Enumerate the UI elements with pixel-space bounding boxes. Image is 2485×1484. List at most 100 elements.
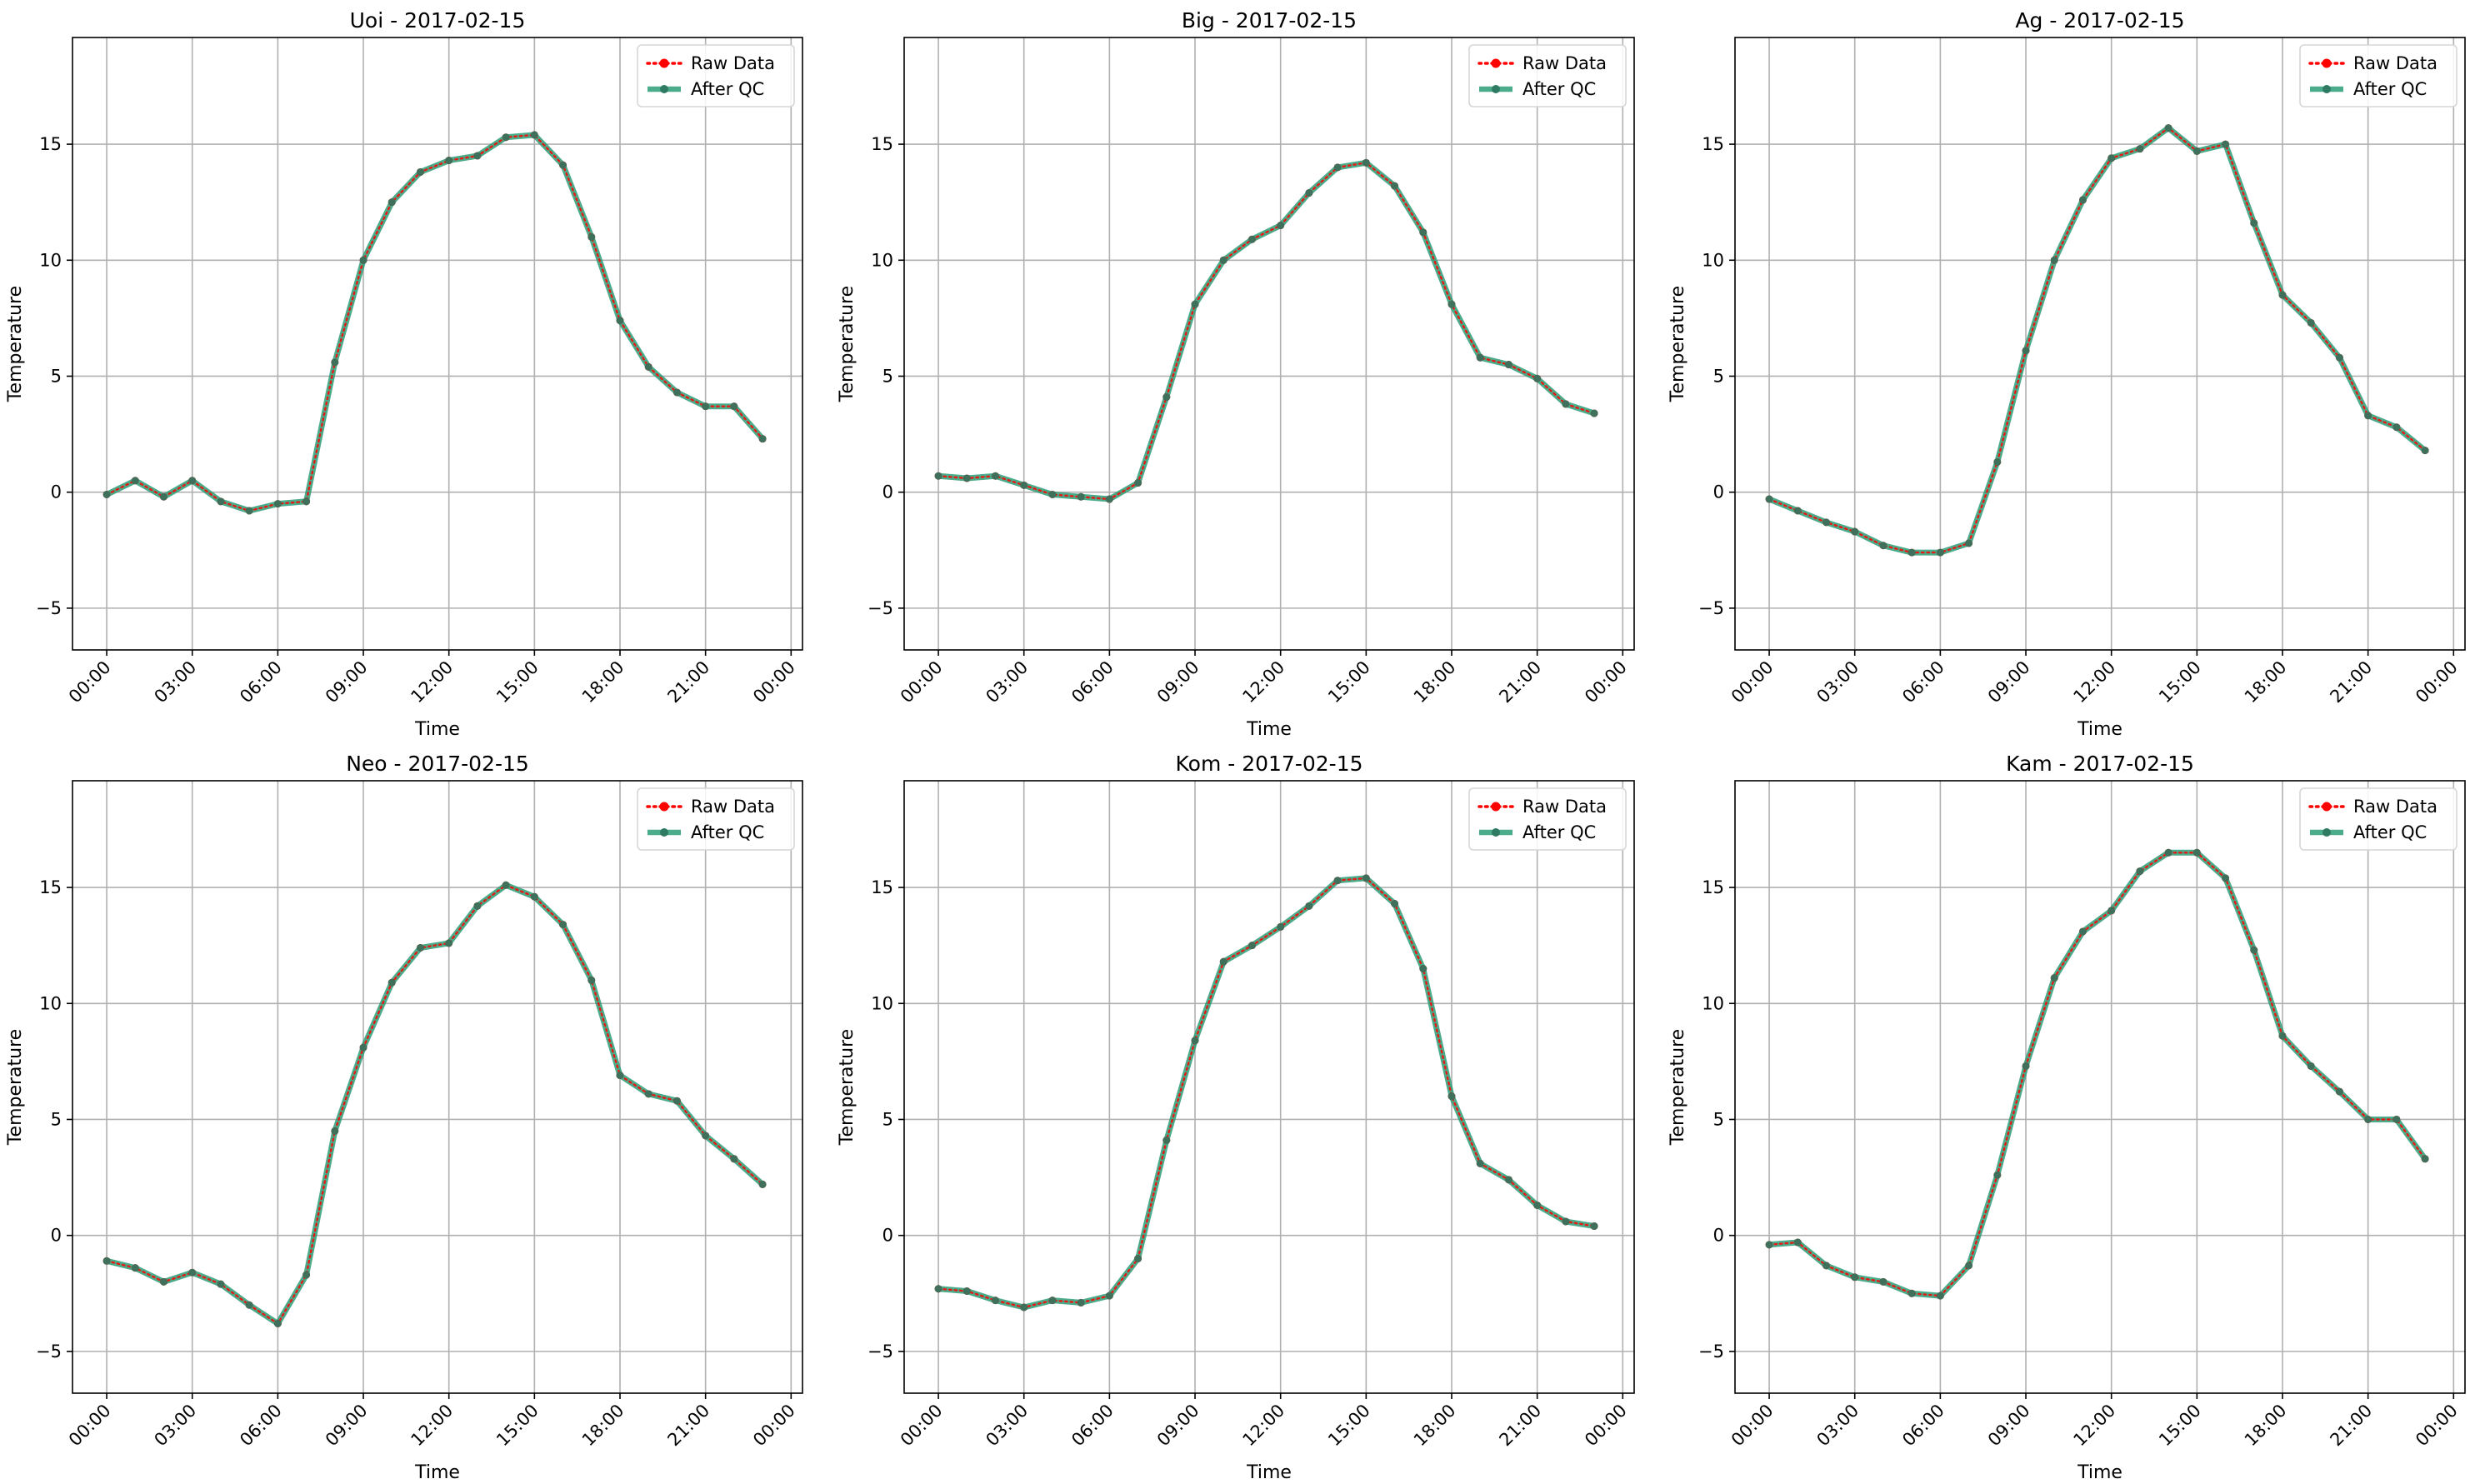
y-tick-label: 0 [882, 1226, 893, 1246]
point-after-qc [1105, 495, 1113, 503]
point-after-qc [217, 1280, 225, 1288]
x-tick-label: 12:00 [2069, 657, 2119, 707]
y-tick-label: −5 [868, 598, 893, 618]
legend: Raw Data After QC [1468, 787, 1627, 851]
x-tick-label: 06:00 [236, 657, 286, 707]
x-tick-label: 09:00 [322, 1401, 372, 1451]
legend-label-raw-data: Raw Data [1522, 797, 1607, 817]
point-after-qc [1590, 1222, 1598, 1231]
point-after-qc [1504, 361, 1512, 369]
legend: Raw Data After QC [2299, 787, 2458, 851]
x-tick-label: 15:00 [2155, 1401, 2205, 1451]
point-after-qc [2078, 927, 2087, 936]
legend-marker-after-qc [660, 85, 668, 93]
point-after-qc [359, 1043, 368, 1052]
point-after-qc [2250, 219, 2258, 227]
legend-label-raw-data: Raw Data [2353, 797, 2438, 817]
point-after-qc [160, 1277, 168, 1286]
x-tick-label: 00:00 [65, 657, 115, 707]
point-after-qc [1419, 965, 1428, 973]
x-tick-label: 03:00 [982, 1401, 1032, 1451]
legend-marker-raw-data [1491, 58, 1501, 68]
x-tick-label: 21:00 [663, 657, 713, 707]
point-after-qc [445, 939, 453, 947]
point-after-qc [672, 1097, 681, 1105]
y-tick-label: 10 [39, 250, 62, 270]
point-after-qc [2364, 1115, 2372, 1123]
point-after-qc [2192, 848, 2201, 857]
point-after-qc [473, 902, 482, 910]
y-tick-label: 0 [51, 1226, 62, 1246]
point-after-qc [2392, 423, 2401, 432]
series-line-after-qc [938, 875, 1595, 1311]
y-tick-label: 5 [1713, 1109, 1724, 1129]
point-after-qc [1191, 1037, 1199, 1045]
x-tick-label: 06:00 [1898, 1401, 1948, 1451]
chart-title: Ag - 2017-02-15 [2015, 8, 2184, 32]
point-after-qc [1533, 374, 1542, 382]
subplot-1: −5 0 5 10 15 00:00 03:00 06:00 09:00 12:00 15:00 18… [837, 8, 1635, 740]
y-tick-label: 10 [39, 993, 62, 1013]
point-after-qc [616, 1072, 624, 1080]
y-tick-label: 15 [39, 134, 62, 154]
y-tick-label: −5 [1698, 598, 1724, 618]
point-after-qc [1765, 1241, 1773, 1249]
series-line-after-qc [106, 882, 765, 1327]
point-after-qc [1134, 479, 1142, 487]
point-after-qc [1936, 1292, 1944, 1300]
x-tick-label: 21:00 [2326, 657, 2376, 707]
x-tick-label: 00:00 [1581, 1401, 1631, 1451]
x-tick-label: 18:00 [578, 1401, 628, 1451]
x-tick-label: 03:00 [150, 1401, 200, 1451]
x-tick-label: 15:00 [492, 657, 542, 707]
series-line-raw-data [937, 877, 1596, 1309]
point-after-qc [588, 232, 596, 241]
axes-frame [903, 37, 1635, 651]
point-after-qc [473, 152, 482, 160]
x-tick-label: 12:00 [407, 657, 457, 707]
point-after-qc [1277, 922, 1285, 931]
point-after-qc [388, 978, 396, 987]
legend-marker-raw-data [2322, 58, 2332, 68]
point-after-qc [1908, 1289, 1916, 1297]
x-tick-label: 03:00 [1812, 657, 1862, 707]
x-tick-label: 12:00 [407, 1401, 457, 1451]
point-after-qc [1134, 1255, 1142, 1263]
point-after-qc [1476, 353, 1484, 362]
x-axis-label: Time [2077, 1462, 2122, 1483]
point-after-qc [962, 474, 971, 482]
y-axis-label: Temperature [5, 286, 26, 402]
point-after-qc [1908, 548, 1916, 557]
x-tick-label: 00:00 [1728, 1401, 1778, 1451]
point-after-qc [1333, 163, 1342, 172]
y-tick-label: 15 [871, 134, 893, 154]
point-after-qc [1362, 874, 1370, 882]
subplot-4: −5 0 5 10 15 00:00 03:00 06:00 09:00 12:00 15:00 18… [837, 752, 1635, 1483]
point-after-qc [1765, 495, 1773, 503]
point-after-qc [1391, 182, 1399, 190]
x-tick-label: 09:00 [1153, 657, 1203, 707]
y-tick-label: 5 [882, 366, 893, 386]
axes-frame [903, 780, 1635, 1394]
point-after-qc [1020, 481, 1028, 489]
point-after-qc [188, 477, 197, 485]
point-after-qc [1048, 1297, 1057, 1305]
point-after-qc [1993, 1171, 2002, 1179]
point-after-qc [758, 435, 767, 443]
point-after-qc [992, 472, 999, 480]
x-tick-label: 12:00 [2069, 1401, 2119, 1451]
subplot-2: −5 0 5 10 15 00:00 03:00 06:00 09:00 12:00 15:00 18… [1668, 8, 2466, 740]
x-axis-label: Time [1246, 719, 1292, 740]
legend-label-raw-data: Raw Data [691, 797, 775, 817]
point-after-qc [331, 358, 339, 367]
point-after-qc [616, 317, 624, 325]
point-after-qc [2278, 1032, 2287, 1040]
legend-label-raw-data: Raw Data [691, 53, 775, 73]
x-tick-label: 06:00 [1898, 657, 1948, 707]
point-after-qc [2222, 140, 2230, 148]
point-after-qc [1793, 1238, 1802, 1247]
point-after-qc [934, 472, 942, 480]
point-after-qc [2136, 867, 2144, 876]
x-tick-label: 00:00 [2412, 1401, 2462, 1451]
point-after-qc [2108, 907, 2116, 915]
